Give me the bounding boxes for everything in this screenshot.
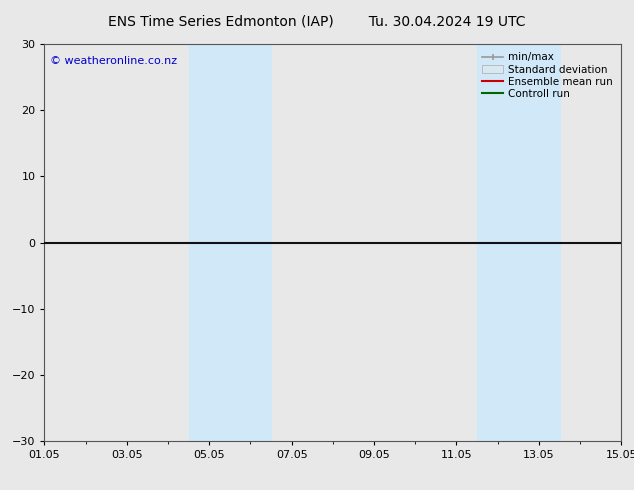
Text: © weatheronline.co.nz: © weatheronline.co.nz <box>50 56 178 66</box>
Bar <box>189 44 271 441</box>
Legend: min/max, Standard deviation, Ensemble mean run, Controll run: min/max, Standard deviation, Ensemble me… <box>479 49 616 102</box>
Text: ENS Time Series Edmonton (IAP)        Tu. 30.04.2024 19 UTC: ENS Time Series Edmonton (IAP) Tu. 30.04… <box>108 15 526 29</box>
Bar <box>477 44 559 441</box>
